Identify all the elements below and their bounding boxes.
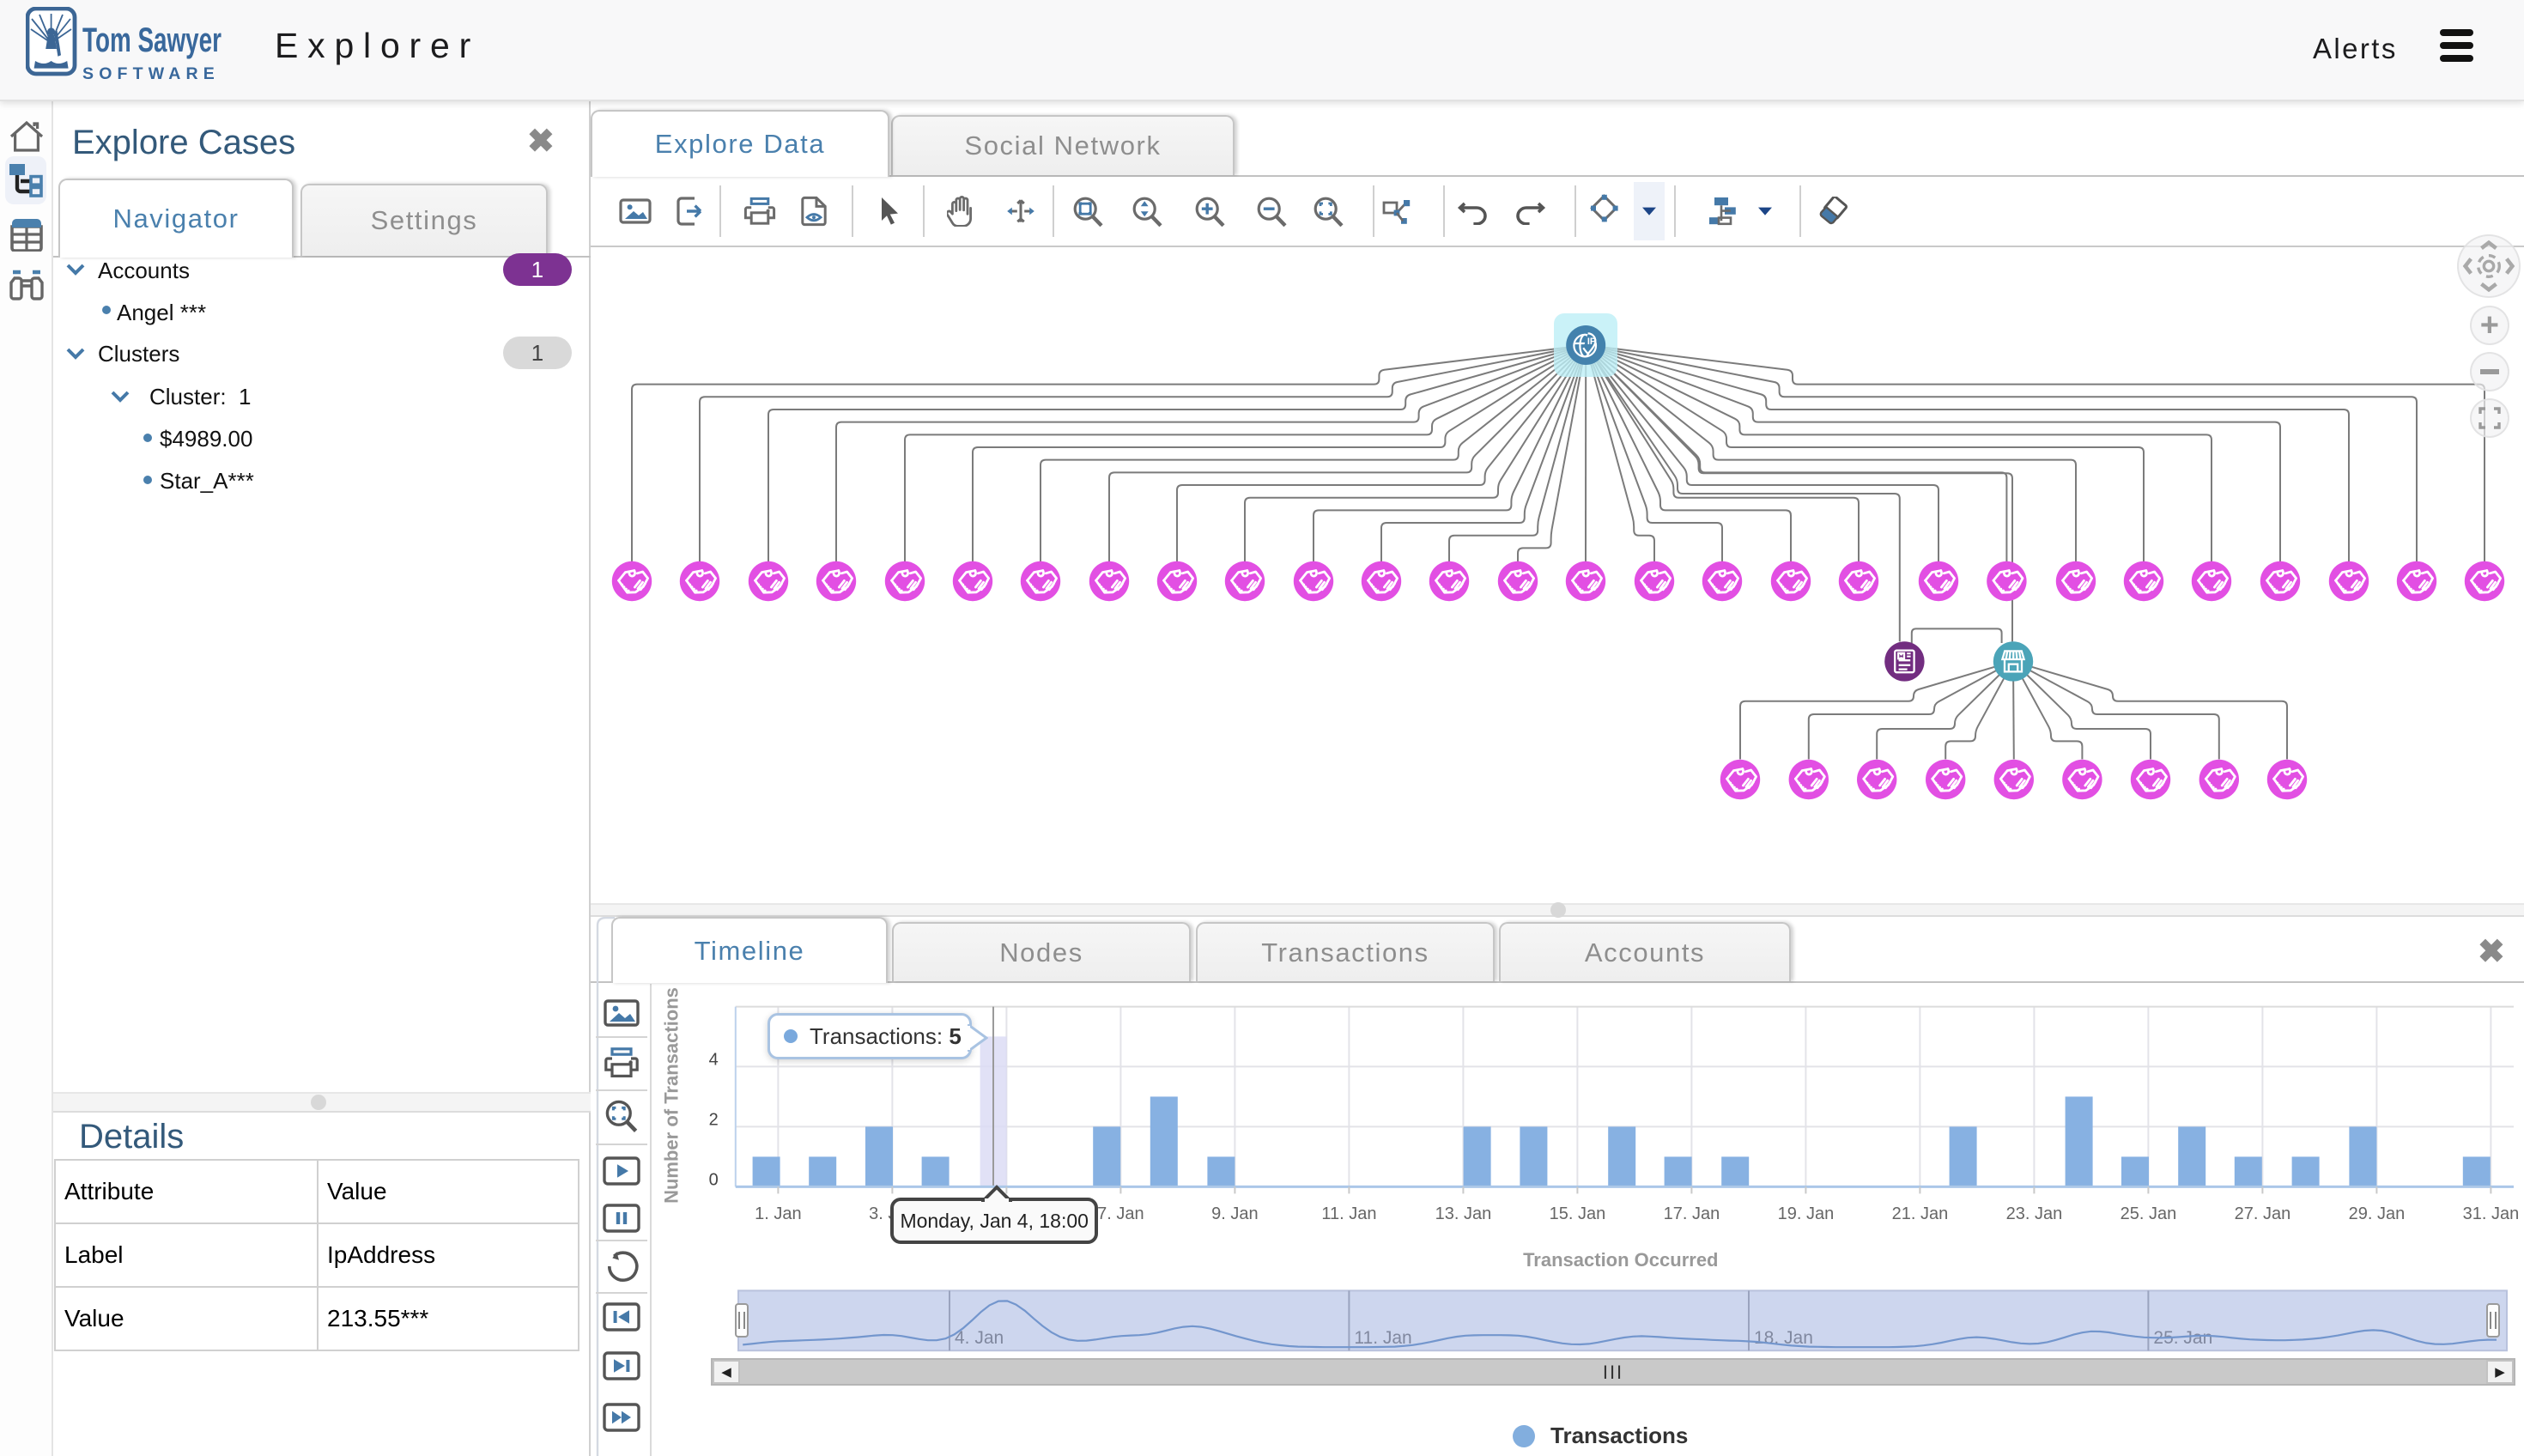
svg-text:31. Jan: 31. Jan bbox=[2463, 1204, 2520, 1223]
svg-text:27. Jan: 27. Jan bbox=[2235, 1204, 2291, 1223]
svg-text:29. Jan: 29. Jan bbox=[2349, 1204, 2406, 1223]
svg-text:Number of Transactions: Number of Transactions bbox=[661, 987, 683, 1204]
svg-text:SOFTWARE: SOFTWARE bbox=[82, 65, 220, 83]
svg-text:Transaction Occurred: Transaction Occurred bbox=[1523, 1249, 1718, 1271]
svg-text:19. Jan: 19. Jan bbox=[1778, 1204, 1835, 1223]
svg-text:IP: IP bbox=[1587, 337, 1596, 347]
svg-text:11. Jan: 11. Jan bbox=[1321, 1204, 1376, 1223]
svg-text:17. Jan: 17. Jan bbox=[1664, 1204, 1720, 1223]
svg-text:23. Jan: 23. Jan bbox=[2006, 1204, 2063, 1223]
svg-text:11. Jan: 11. Jan bbox=[1354, 1328, 1411, 1348]
svg-text:25. Jan: 25. Jan bbox=[2121, 1204, 2177, 1223]
svg-text:4: 4 bbox=[709, 1050, 719, 1069]
svg-text:25. Jan: 25. Jan bbox=[2153, 1328, 2212, 1348]
svg-text:4. Jan: 4. Jan bbox=[955, 1328, 1004, 1348]
svg-text:Tom Sawyer: Tom Sawyer bbox=[82, 21, 221, 59]
svg-text:15. Jan: 15. Jan bbox=[1550, 1204, 1606, 1223]
svg-text:13. Jan: 13. Jan bbox=[1435, 1204, 1492, 1223]
svg-text:1. Jan: 1. Jan bbox=[755, 1204, 801, 1223]
svg-text:21. Jan: 21. Jan bbox=[1892, 1204, 1949, 1223]
svg-text:9. Jan: 9. Jan bbox=[1211, 1204, 1258, 1223]
svg-text:7. Jan: 7. Jan bbox=[1097, 1204, 1144, 1223]
svg-text:2: 2 bbox=[709, 1110, 719, 1129]
svg-text:0: 0 bbox=[709, 1170, 719, 1189]
